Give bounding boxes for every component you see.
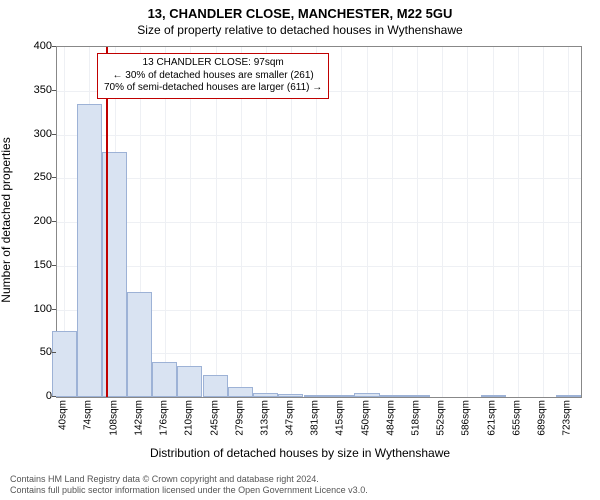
x-tick-label: 621sqm xyxy=(487,400,498,436)
x-tick-label: 245sqm xyxy=(209,400,220,436)
gridline-v xyxy=(241,47,242,397)
gridline-h xyxy=(57,222,581,223)
gridline-v xyxy=(341,47,342,397)
gridline-v xyxy=(467,47,468,397)
x-tick-label: 484sqm xyxy=(386,400,397,436)
chart-title: 13, CHANDLER CLOSE, MANCHESTER, M22 5GU xyxy=(0,0,600,21)
chart-subtitle: Size of property relative to detached ho… xyxy=(0,21,600,37)
x-tick-label: 381sqm xyxy=(310,400,321,436)
x-tick-label: 210sqm xyxy=(183,400,194,436)
x-tick-label: 689sqm xyxy=(537,400,548,436)
x-tick-label: 74sqm xyxy=(83,400,94,430)
gridline-v xyxy=(543,47,544,397)
y-tick-mark xyxy=(52,221,56,222)
histogram-bar xyxy=(77,104,102,397)
histogram-bar xyxy=(52,331,77,397)
x-tick-label: 108sqm xyxy=(108,400,119,436)
x-tick-label: 450sqm xyxy=(360,400,371,436)
gridline-v xyxy=(442,47,443,397)
y-tick-mark xyxy=(52,265,56,266)
x-tick-label: 40sqm xyxy=(58,400,69,430)
histogram-bar xyxy=(177,366,202,397)
histogram-bar xyxy=(380,395,405,397)
annotation-line-2: ← 30% of detached houses are smaller (26… xyxy=(104,70,322,83)
y-tick-label: 200 xyxy=(12,215,52,227)
gridline-v xyxy=(291,47,292,397)
gridline-v xyxy=(316,47,317,397)
gridline-v xyxy=(493,47,494,397)
gridline-h xyxy=(57,178,581,179)
histogram-bar xyxy=(556,395,581,397)
gridline-v xyxy=(392,47,393,397)
gridline-v xyxy=(266,47,267,397)
x-tick-label: 176sqm xyxy=(158,400,169,436)
x-tick-label: 347sqm xyxy=(284,400,295,436)
gridline-v xyxy=(568,47,569,397)
footer-line-2: Contains full public sector information … xyxy=(10,485,368,496)
gridline-v xyxy=(518,47,519,397)
histogram-bar xyxy=(405,395,430,397)
histogram-bar xyxy=(203,375,228,397)
histogram-bar xyxy=(304,395,329,397)
y-tick-mark xyxy=(52,352,56,353)
gridline-v xyxy=(417,47,418,397)
x-tick-label: 415sqm xyxy=(335,400,346,436)
histogram-bar xyxy=(278,394,303,397)
histogram-bar xyxy=(354,393,379,397)
property-marker-line xyxy=(106,47,108,397)
x-tick-label: 586sqm xyxy=(461,400,472,436)
gridline-v xyxy=(216,47,217,397)
y-tick-label: 300 xyxy=(12,128,52,140)
chart-container: 13, CHANDLER CLOSE, MANCHESTER, M22 5GU … xyxy=(0,0,600,500)
y-tick-label: 0 xyxy=(12,390,52,402)
histogram-bar xyxy=(228,387,253,398)
x-axis-title: Distribution of detached houses by size … xyxy=(0,446,600,460)
histogram-bar xyxy=(152,362,177,397)
histogram-bar xyxy=(127,292,152,397)
x-tick-label: 552sqm xyxy=(436,400,447,436)
gridline-v xyxy=(165,47,166,397)
gridline-v xyxy=(367,47,368,397)
histogram-bar xyxy=(481,395,506,397)
gridline-h xyxy=(57,266,581,267)
y-tick-mark xyxy=(52,134,56,135)
y-tick-mark xyxy=(52,396,56,397)
gridline-v xyxy=(190,47,191,397)
y-tick-label: 400 xyxy=(12,40,52,52)
y-tick-label: 100 xyxy=(12,303,52,315)
y-tick-label: 150 xyxy=(12,259,52,271)
annotation-line-1: 13 CHANDLER CLOSE: 97sqm xyxy=(104,57,322,70)
x-tick-label: 313sqm xyxy=(259,400,270,436)
plot-area: 13 CHANDLER CLOSE: 97sqm ← 30% of detach… xyxy=(56,46,582,398)
y-tick-mark xyxy=(52,177,56,178)
footer-line-1: Contains HM Land Registry data © Crown c… xyxy=(10,474,368,485)
y-tick-mark xyxy=(52,90,56,91)
y-tick-label: 350 xyxy=(12,84,52,96)
x-tick-label: 518sqm xyxy=(411,400,422,436)
x-tick-label: 655sqm xyxy=(512,400,523,436)
x-tick-label: 723sqm xyxy=(562,400,573,436)
x-tick-label: 142sqm xyxy=(133,400,144,436)
histogram-bar xyxy=(253,393,278,397)
annotation-line-3: 70% of semi-detached houses are larger (… xyxy=(104,82,322,95)
y-tick-label: 250 xyxy=(12,171,52,183)
histogram-bar xyxy=(329,395,354,397)
annotation-box: 13 CHANDLER CLOSE: 97sqm ← 30% of detach… xyxy=(97,53,329,99)
x-tick-label: 279sqm xyxy=(234,400,245,436)
y-tick-mark xyxy=(52,309,56,310)
y-tick-mark xyxy=(52,46,56,47)
gridline-h xyxy=(57,135,581,136)
footer-attribution: Contains HM Land Registry data © Crown c… xyxy=(10,474,368,496)
y-tick-label: 50 xyxy=(12,346,52,358)
